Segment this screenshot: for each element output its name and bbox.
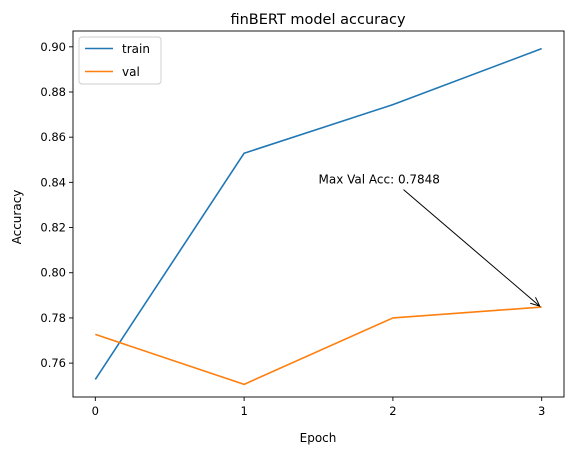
annotation-label: Max Val Acc: 0.7848 xyxy=(319,173,440,187)
y-tick-label: 0.90 xyxy=(40,40,66,54)
series-line-train xyxy=(94,47,542,380)
plot-area: Max Val Acc: 0.7848 xyxy=(72,30,565,398)
x-tick-label: 1 xyxy=(240,404,247,418)
y-tick-label: 0.84 xyxy=(40,175,66,189)
axes-frame xyxy=(72,30,565,398)
x-tick-label: 2 xyxy=(389,404,396,418)
legend-label-val: val xyxy=(122,65,140,79)
x-tick-label: 0 xyxy=(92,404,99,418)
annotation-arrow xyxy=(403,189,540,306)
y-tick-label: 0.80 xyxy=(40,266,66,280)
legend-label-train: train xyxy=(122,42,150,56)
x-axis: 0 1 2 3 xyxy=(92,397,545,418)
y-axis: 0.76 0.78 0.80 0.82 0.84 0.86 0.88 0.90 xyxy=(40,40,73,370)
y-tick-label: 0.78 xyxy=(40,311,66,325)
legend: train val xyxy=(78,36,162,85)
y-axis-label: Accuracy xyxy=(10,190,24,245)
x-axis-label: Epoch xyxy=(300,431,337,445)
x-tick-label: 3 xyxy=(538,404,545,418)
y-tick-label: 0.76 xyxy=(40,356,66,370)
series-line-val xyxy=(95,306,542,386)
chart-title: finBERT model accuracy xyxy=(230,12,406,28)
y-tick-label: 0.88 xyxy=(40,85,66,99)
y-tick-label: 0.82 xyxy=(40,221,66,235)
y-tick-label: 0.86 xyxy=(40,130,66,144)
